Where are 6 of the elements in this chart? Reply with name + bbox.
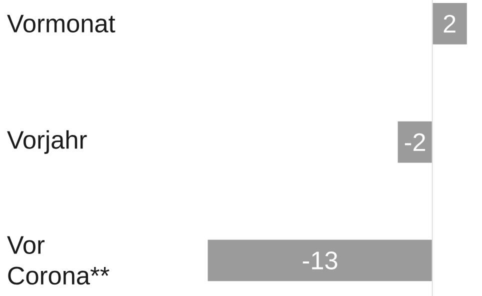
y-tick-label: Vormonat	[7, 14, 116, 33]
data-label: -13	[302, 252, 338, 270]
data-label: -2	[404, 133, 426, 151]
data-label: 2	[444, 14, 456, 33]
y-tick-label: Vorjahr	[7, 130, 87, 154]
y-tick-label: Vor Corona**	[7, 236, 110, 285]
